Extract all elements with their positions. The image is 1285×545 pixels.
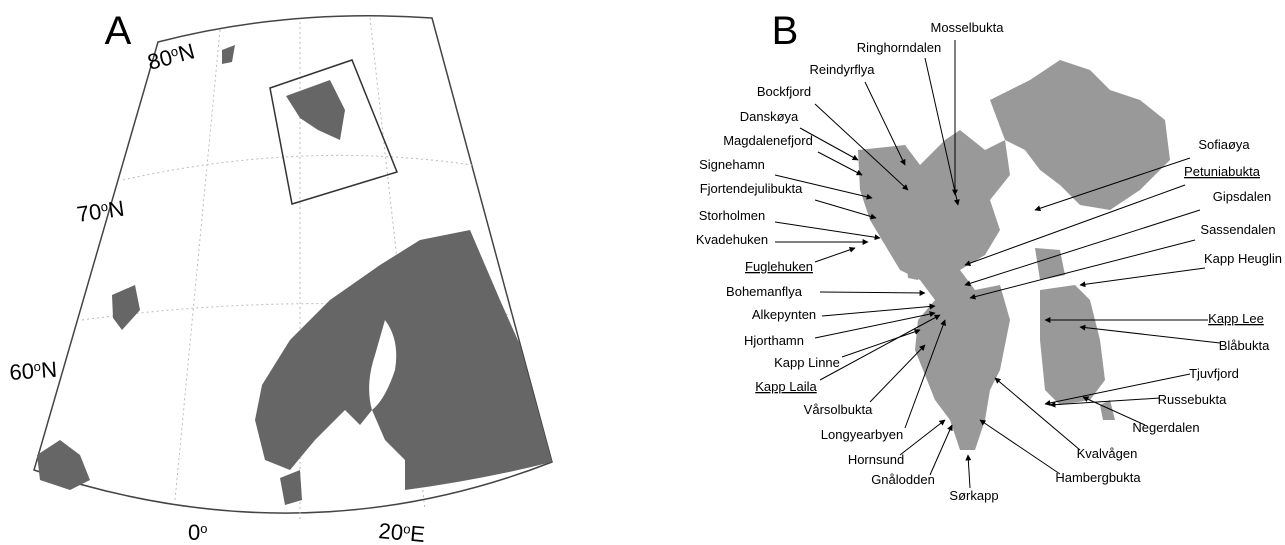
grid-label-part: N xyxy=(40,357,58,383)
place-name: Fuglehuken xyxy=(745,259,813,274)
place-name: Kvalvågen xyxy=(1077,446,1138,461)
panel-b-map xyxy=(858,60,1170,450)
place-name: Kapp Laila xyxy=(755,379,817,394)
place-name: Gnålodden xyxy=(871,472,935,487)
place-name: Storholmen xyxy=(699,208,765,223)
place-name: Tjuvfjord xyxy=(1189,366,1239,381)
place-name: Blåbukta xyxy=(1219,338,1270,353)
pointer-arrow xyxy=(870,345,925,402)
panel-label: B xyxy=(772,9,799,53)
grid-label-part: 60 xyxy=(9,358,35,385)
grid-label: 0o xyxy=(188,520,207,545)
place-name: Gipsdalen xyxy=(1213,189,1272,204)
pointer-arrow xyxy=(820,292,925,293)
grid-label: 20oE xyxy=(378,518,426,545)
pointer-arrow xyxy=(842,330,920,357)
panel-label: A xyxy=(105,9,132,53)
place-name: Reindyrflya xyxy=(809,62,875,77)
place-name: Kapp Heuglin xyxy=(1204,251,1282,266)
place-name: Alkepynten xyxy=(752,307,816,322)
pointer-arrow xyxy=(775,222,880,238)
grid-label-part: 0 xyxy=(188,520,200,545)
place-name: Bohemanflya xyxy=(726,284,803,299)
place-name: Mosselbukta xyxy=(931,20,1005,35)
pointer-arrow xyxy=(818,152,862,175)
place-name: Hornsund xyxy=(848,452,904,467)
pointer-arrow xyxy=(900,420,945,455)
place-name: Danskøya xyxy=(740,109,799,124)
grid-label-part: 20 xyxy=(378,518,405,545)
grid-label-part: o xyxy=(200,521,207,536)
pointer-arrow xyxy=(970,240,1195,298)
pointer-arrow xyxy=(968,455,970,488)
place-name: Kapp Lee xyxy=(1208,311,1264,326)
place-name: Signehamn xyxy=(699,157,765,172)
grid-label-part: 70 xyxy=(75,199,103,227)
grid-label-part: E xyxy=(409,521,426,545)
place-name: Petuniabukta xyxy=(1184,164,1261,179)
grid-label: 60oN xyxy=(9,357,58,385)
place-name: Longyearbyen xyxy=(821,427,903,442)
figure: A B 80oN70oN60oN0o20oEMosselbuktaRinghor… xyxy=(0,0,1285,545)
place-name: Bockfjord xyxy=(757,84,811,99)
place-name: Ringhorndalen xyxy=(857,40,942,55)
place-name: Fjortendejulibukta xyxy=(700,181,803,196)
pointer-arrow xyxy=(930,425,952,475)
place-name: Hjorthamn xyxy=(744,333,804,348)
place-name: Sofiaøya xyxy=(1198,137,1250,152)
place-name: Negerdalen xyxy=(1132,420,1199,435)
place-name: Magdalenefjord xyxy=(723,133,813,148)
place-name: Russebukta xyxy=(1158,392,1227,407)
pointer-arrow xyxy=(1080,268,1205,285)
pointer-arrow xyxy=(1080,327,1220,343)
pointer-arrow xyxy=(980,420,1060,474)
place-name: Kvadehuken xyxy=(696,232,768,247)
pointer-arrow xyxy=(815,248,855,262)
place-name: Sørkapp xyxy=(949,488,998,503)
place-name: Hambergbukta xyxy=(1055,470,1141,485)
place-name: Kapp Linne xyxy=(774,355,840,370)
place-name: Sassendalen xyxy=(1200,222,1275,237)
place-name: Vårsolbukta xyxy=(804,402,873,417)
panel-a-map xyxy=(34,16,552,520)
pointer-arrow xyxy=(822,306,935,316)
